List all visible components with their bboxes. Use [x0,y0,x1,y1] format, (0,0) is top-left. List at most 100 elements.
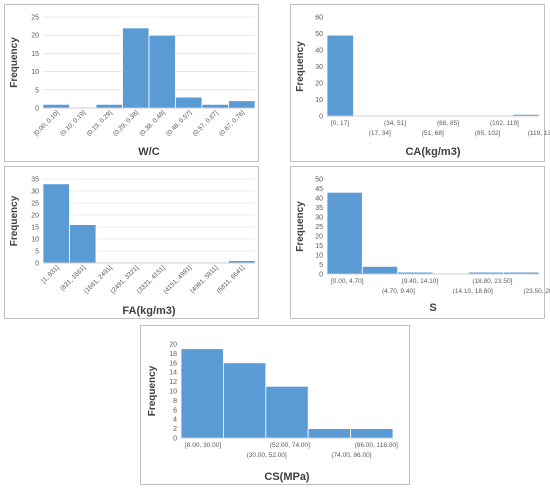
y-tick-label: 45 [315,186,323,193]
y-axis-title: Frequency [9,195,20,246]
bar [201,103,229,109]
x-axis-title: FA(kg/m3) [122,305,176,317]
bar [361,266,399,275]
category-label: (102, 119] [490,120,519,127]
bar [326,191,363,275]
chart-svg-s: 0 5 10 15 20 25 30 35 40 45 50 [0.00, 4.70] (4.70, 9… [295,177,550,315]
y-tick-label: 25 [315,224,323,231]
x-axis-title: CA(kg/m3) [405,146,460,158]
category-label: (51, 68] [422,130,444,137]
category-label: (0.19, 0.29] [85,109,113,137]
y-tick-label: 60 [315,15,323,22]
x-axis-title: S [429,302,436,314]
y-tick-label: 16 [169,360,177,367]
y-axis-title: Frequency [295,41,306,92]
bar [265,385,309,439]
category-label: (14.10, 18.80] [453,288,493,295]
category-label: (96.00, 118.00] [355,442,398,449]
y-tick-label: 15 [31,225,39,232]
category-label: (5811, 6641] [216,264,247,295]
bar [350,428,394,439]
y-tick-label: 5 [319,262,323,269]
y-tick-label: 10 [31,237,39,244]
y-tick-label: 30 [315,215,323,222]
category-label: [0.00, 0.10] [33,109,61,137]
bar [180,348,224,439]
y-tick-label: 40 [315,196,323,203]
y-tick-label: 5 [35,87,39,94]
bar [223,362,267,439]
category-label: (4.70, 9.40] [382,288,415,295]
category-label: [0.00, 4.70] [331,278,364,285]
chart-panel-s: 0 5 10 15 20 25 30 35 40 45 50 [0.00, 4.70] (4.70, 9… [290,166,550,319]
y-tick-label: 25 [31,15,39,22]
y-tick-label: 10 [315,253,323,260]
category-label: (0.10, 0.19] [59,109,87,137]
y-tick-label: 0 [319,114,323,121]
category-label: (0.29, 0.38] [112,109,140,137]
bar [307,428,351,439]
y-tick-label: 50 [315,177,323,184]
y-tick-label: 15 [31,51,39,58]
y-tick-label: 15 [315,243,323,250]
category-label: (9.40, 14.10] [402,278,439,285]
category-label: [0, 17] [331,120,349,127]
y-tick-label: 18 [169,351,177,358]
y-tick-label: 4 [173,417,177,424]
y-tick-label: 10 [31,69,39,76]
y-tick-label: 14 [169,370,177,377]
category-label: (85, 102] [475,130,501,137]
y-tick-label: 12 [169,379,177,386]
x-axis-title: W/C [138,146,159,158]
chart-svg-cs: 0 2 4 6 8 10 12 14 16 18 20 [8.00, 30.00] (30.00, 52… [147,342,398,484]
category-label: (52.00, 74.00] [270,442,310,449]
category-label: (18.80, 23.50] [472,278,512,285]
y-tick-label: 35 [31,177,39,184]
y-tick-label: 20 [315,234,323,241]
y-tick-label: 10 [315,97,323,104]
category-label: (34, 51] [384,120,406,127]
category-label: (68, 85] [437,120,459,127]
category-label: (0.67, 0.76] [218,109,246,137]
y-axis-title: Frequency [9,37,20,88]
y-tick-label: 30 [315,64,323,71]
category-label: (0.57, 0.67] [191,109,219,137]
category-label: [8.00, 30.00] [185,442,221,449]
bar [326,34,354,117]
category-label: (74.00, 96.00] [331,452,371,459]
y-tick-label: 30 [31,189,39,196]
bar [122,27,150,109]
chart-panel-cs: 0 2 4 6 8 10 12 14 16 18 20 [8.00, 30.00] (30.00, 52… [140,325,410,485]
y-tick-label: 2 [173,426,177,433]
category-label: [1, 831] [40,264,60,284]
category-label: (23.50, 28.20] [523,288,550,295]
category-label: (0.48, 0.57] [165,109,193,137]
y-tick-label: 0 [319,272,323,279]
y-tick-label: 35 [315,205,323,212]
category-label: (0.38, 0.48] [138,109,166,137]
y-tick-label: 6 [173,407,177,414]
y-axis-title: Frequency [295,201,306,252]
category-label: (831, 1661] [59,264,87,292]
y-tick-label: 20 [315,81,323,88]
y-tick-label: 5 [35,249,39,256]
y-tick-label: 0 [173,436,177,443]
x-axis-title: CS(MPa) [264,471,310,483]
chart-svg-ca: 0 10 20 30 40 50 60 [0, 17] (17, 34] (34, 51] (51,… [295,15,550,159]
chart-panel-ca: 0 10 20 30 40 50 60 [0, 17] (17, 34] (34, 51] (51,… [290,4,550,162]
y-tick-label: 0 [35,106,39,113]
y-tick-label: 8 [173,398,177,405]
y-tick-label: 20 [31,213,39,220]
y-tick-label: 20 [169,342,177,349]
chart-panel-fa: 0 5 10 15 20 25 30 35 [1, 831] (831, 1661] (1661, … [4,166,259,319]
y-tick-label: 20 [31,33,39,40]
y-tick-label: 40 [315,48,323,55]
category-label: (17, 34] [369,130,391,137]
chart-svg-wc: 0 5 10 15 20 25 [0.00, 0.10](0.10, 0.19](0.19,… [9,15,256,158]
category-label: (119, 136] [528,130,550,137]
bar [42,103,70,109]
bar [175,96,203,109]
bar [69,224,97,264]
bar [95,103,123,109]
